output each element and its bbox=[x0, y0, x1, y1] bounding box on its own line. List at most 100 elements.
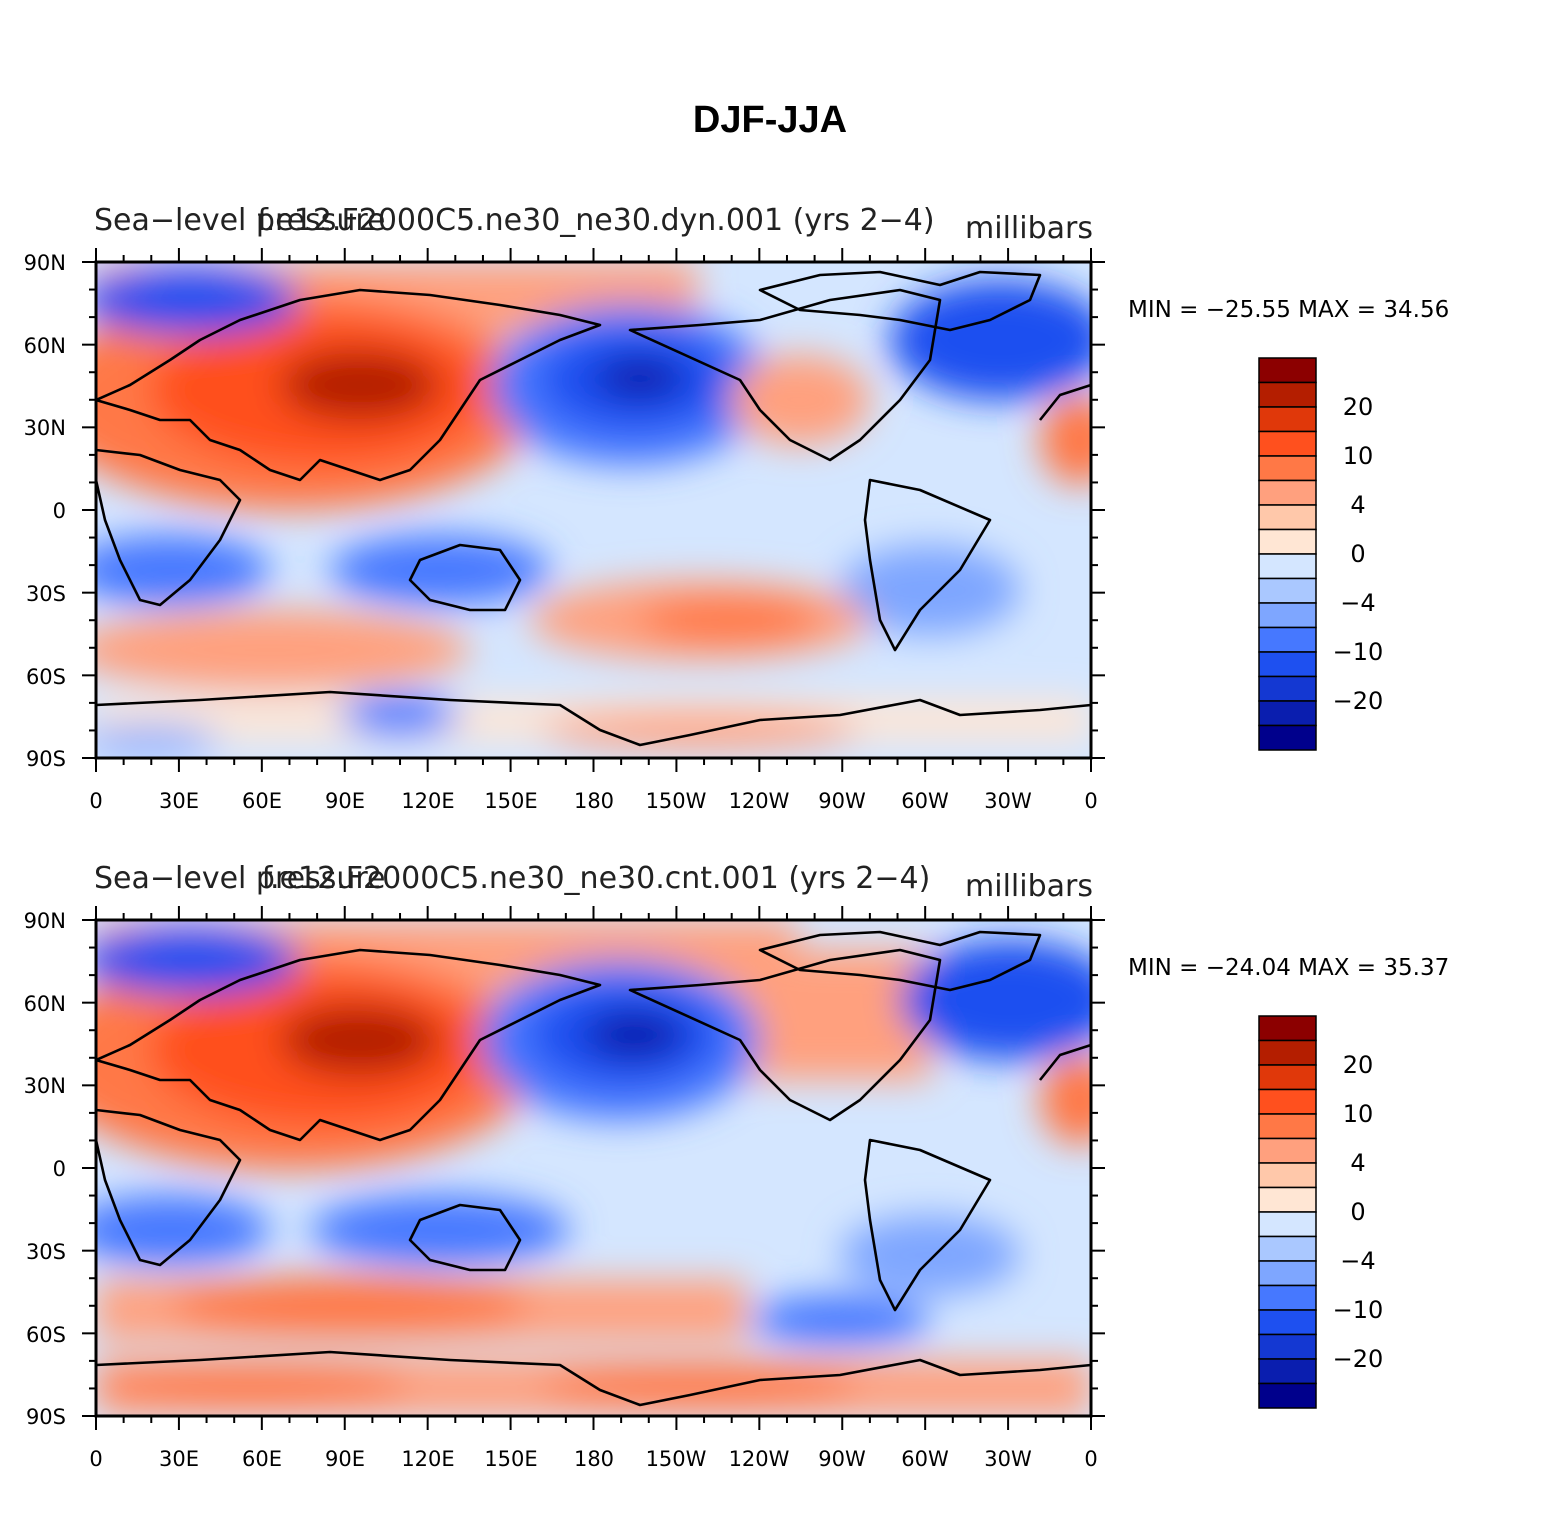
colorbar-box bbox=[1258, 700, 1317, 727]
lon-tick-labels: 0 30E 60E 90E 120E 150E 180 150W 120W 90… bbox=[89, 1447, 1097, 1471]
colorbar-box bbox=[1258, 1137, 1317, 1164]
colorbar-box bbox=[1258, 1235, 1317, 1262]
colorbar-box bbox=[1258, 675, 1317, 702]
colorbar-label: −20 bbox=[1333, 687, 1384, 715]
colorbar-box bbox=[1258, 1162, 1317, 1189]
lon-label: 90E bbox=[325, 789, 365, 813]
colorbar-box bbox=[1258, 430, 1317, 457]
lat-label: 60N bbox=[24, 992, 66, 1016]
lon-label: 30E bbox=[159, 789, 199, 813]
colorbar-box bbox=[1258, 1064, 1317, 1091]
colorbar-box bbox=[1258, 528, 1317, 555]
lon-label: 120E bbox=[401, 1447, 454, 1471]
colorbar-box bbox=[1258, 577, 1317, 604]
colorbar-label: 0 bbox=[1350, 1198, 1365, 1226]
lon-label: 30W bbox=[984, 1447, 1032, 1471]
lon-label: 60W bbox=[901, 1447, 949, 1471]
colorbar-label: 20 bbox=[1343, 393, 1374, 421]
colorbar-label: 20 bbox=[1343, 1051, 1374, 1079]
colorbar-box bbox=[1258, 1309, 1317, 1336]
colorbar-label: −20 bbox=[1333, 1345, 1384, 1373]
map-panel-dyn: Sea−level pressure f.e12.F2000C5.ne30_ne… bbox=[24, 203, 1450, 813]
panel-units: millibars bbox=[965, 869, 1093, 904]
colorbar bbox=[1258, 357, 1317, 751]
colorbar-box bbox=[1258, 1186, 1317, 1213]
lat-label: 60N bbox=[24, 334, 66, 358]
colorbar-box bbox=[1258, 406, 1317, 433]
map-panel-cnt: Sea−level pressure f.e12.F2000C5.ne30_ne… bbox=[24, 861, 1450, 1471]
lon-label: 0 bbox=[89, 789, 102, 813]
lat-label: 30N bbox=[24, 416, 66, 440]
lon-tick-labels: 0 30E 60E 90E 120E 150E 180 150W 120W 90… bbox=[89, 789, 1097, 813]
lon-label: 60E bbox=[242, 1447, 282, 1471]
panel-center-title: f.e12.F2000C5.ne30_ne30.cnt.001 (yrs 2−4… bbox=[262, 861, 931, 896]
lon-label: 0 bbox=[1084, 1447, 1097, 1471]
lon-label: 90E bbox=[325, 1447, 365, 1471]
lat-label: 60S bbox=[26, 1323, 66, 1347]
lon-label: 150E bbox=[484, 789, 537, 813]
colorbar-box bbox=[1258, 1113, 1317, 1140]
colorbar-box bbox=[1258, 479, 1317, 506]
colorbar-box bbox=[1258, 602, 1317, 629]
lon-label: 120E bbox=[401, 789, 454, 813]
colorbar-box bbox=[1258, 1382, 1317, 1409]
lat-label: 0 bbox=[53, 499, 66, 523]
colorbar-label: 4 bbox=[1350, 491, 1365, 519]
axis-ticks bbox=[82, 906, 1105, 1430]
colorbar-box bbox=[1258, 651, 1317, 678]
panel-center-title: f.e12.F2000C5.ne30_ne30.dyn.001 (yrs 2−4… bbox=[257, 203, 934, 238]
lon-label: 0 bbox=[1084, 789, 1097, 813]
colorbar-label: 10 bbox=[1343, 1100, 1374, 1128]
lon-label: 120W bbox=[729, 789, 790, 813]
colorbar-label: 4 bbox=[1350, 1149, 1365, 1177]
lat-label: 60S bbox=[26, 665, 66, 689]
lon-label: 180 bbox=[574, 1447, 614, 1471]
min-max-label: MIN = −24.04 MAX = 35.37 bbox=[1128, 955, 1449, 981]
colorbar-label: −10 bbox=[1333, 638, 1384, 666]
colorbar-box bbox=[1258, 381, 1317, 408]
lon-label: 90W bbox=[818, 789, 866, 813]
colorbar-box bbox=[1258, 553, 1317, 580]
colorbar-label: 0 bbox=[1350, 540, 1365, 568]
lat-tick-labels: 90N 60N 30N 0 30S 60S 90S bbox=[24, 909, 66, 1429]
lon-label: 60E bbox=[242, 789, 282, 813]
colorbar-box bbox=[1258, 724, 1317, 751]
colorbar-box bbox=[1258, 1284, 1317, 1311]
figure-title: DJF-JJA bbox=[693, 99, 847, 141]
colorbar-box bbox=[1258, 626, 1317, 653]
panel-left-title: Sea−level pressure bbox=[94, 861, 385, 896]
axis-ticks bbox=[82, 248, 1105, 772]
lon-label: 90W bbox=[818, 1447, 866, 1471]
colorbar-label: 10 bbox=[1343, 442, 1374, 470]
colorbar-box bbox=[1258, 504, 1317, 531]
colorbar-box bbox=[1258, 455, 1317, 482]
lat-label: 90N bbox=[24, 909, 66, 933]
lon-label: 150W bbox=[646, 789, 707, 813]
colorbar-labels: 20 10 4 0 −4 −10 −20 bbox=[1333, 393, 1384, 715]
lat-label: 0 bbox=[53, 1157, 66, 1181]
lat-label: 30S bbox=[26, 582, 66, 606]
lon-label: 30E bbox=[159, 1447, 199, 1471]
colorbar-label: −4 bbox=[1340, 1247, 1375, 1275]
lon-label: 60W bbox=[901, 789, 949, 813]
lat-label: 90N bbox=[24, 251, 66, 275]
coastlines bbox=[96, 930, 1091, 1407]
colorbar bbox=[1258, 1015, 1317, 1409]
colorbar-box bbox=[1258, 1039, 1317, 1066]
sea-level-pressure-field bbox=[96, 262, 1091, 758]
colorbar-labels: 20 10 4 0 −4 −10 −20 bbox=[1333, 1051, 1384, 1373]
colorbar-box bbox=[1258, 1211, 1317, 1238]
colorbar-label: −10 bbox=[1333, 1296, 1384, 1324]
min-max-label: MIN = −25.55 MAX = 34.56 bbox=[1128, 297, 1449, 323]
colorbar-box bbox=[1258, 1358, 1317, 1385]
colorbar-box bbox=[1258, 1333, 1317, 1360]
colorbar-box bbox=[1258, 1015, 1317, 1042]
lat-label: 30S bbox=[26, 1240, 66, 1264]
colorbar-box bbox=[1258, 1088, 1317, 1115]
lat-tick-labels: 90N 60N 30N 0 30S 60S 90S bbox=[24, 251, 66, 771]
lon-label: 150W bbox=[646, 1447, 707, 1471]
panel-left-title: Sea−level pressure bbox=[94, 203, 385, 238]
lon-label: 180 bbox=[574, 789, 614, 813]
lon-label: 30W bbox=[984, 789, 1032, 813]
